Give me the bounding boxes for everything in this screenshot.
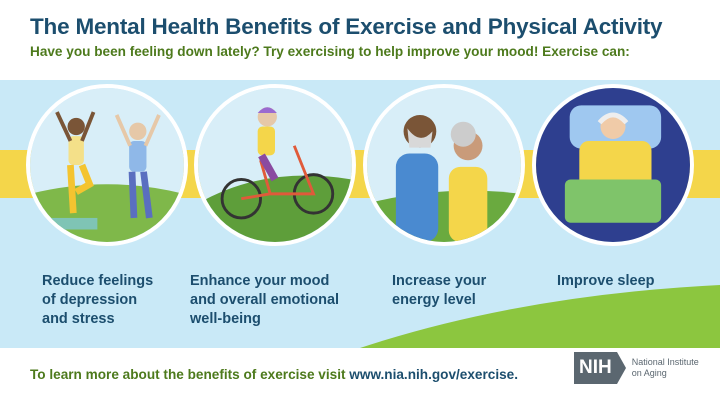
caption-line: and overall emotional <box>190 292 340 308</box>
benefit-caption-energy: Increase your energy level <box>392 272 486 310</box>
caption-line: energy level <box>392 292 476 308</box>
caption-line: of depression <box>42 292 138 308</box>
footer-link[interactable]: www.nia.nih.gov/exercise. <box>349 367 519 382</box>
logo-line: National Institute <box>631 357 699 367</box>
page-subtitle: Have you been feeling down lately? Try e… <box>30 44 630 59</box>
yoga-illustration <box>26 84 188 246</box>
chevron-icon <box>616 352 626 384</box>
caption-line: and stress <box>42 311 115 327</box>
walking-couple-illustration <box>363 84 525 246</box>
sleeping-illustration <box>532 84 694 246</box>
page-title: The Mental Health Benefits of Exercise a… <box>30 14 663 39</box>
caption-line: well-being <box>190 311 261 327</box>
nih-logo: NIH National Institute on Aging <box>574 352 699 384</box>
green-hill <box>360 285 720 348</box>
benefit-caption-sleep: Improve sleep <box>557 272 655 291</box>
benefit-caption-mood: Enhance your mood and overall emotional we… <box>190 272 339 329</box>
benefit-caption-depression: Reduce feelings of depression and stress <box>42 272 153 329</box>
footer-text: To learn more about the benefits of exer… <box>30 367 518 382</box>
caption-line: Enhance your mood <box>190 273 330 289</box>
footer-prefix: To learn more about the benefits of exer… <box>30 367 350 382</box>
nih-institute-name: National Institute on Aging <box>632 357 699 379</box>
logo-line: on Aging <box>631 368 667 378</box>
caption-line: Reduce feelings <box>42 273 154 289</box>
caption-line: Improve sleep <box>557 273 655 289</box>
nih-mark: NIH <box>574 352 617 384</box>
caption-line: Increase your <box>392 273 487 289</box>
cycling-illustration <box>194 84 356 246</box>
